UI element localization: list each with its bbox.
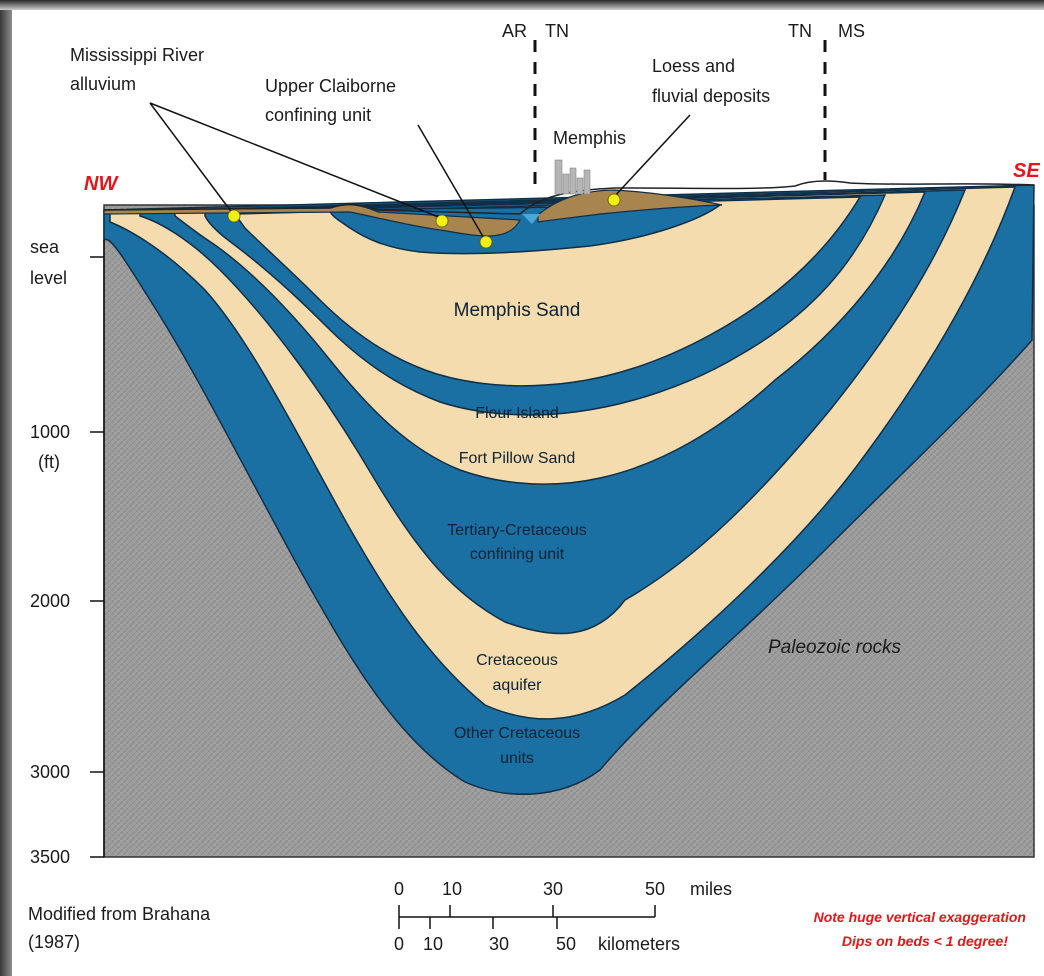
depth-tick-label: 3500 bbox=[30, 847, 70, 867]
alluvium-marker-dot bbox=[227, 209, 241, 223]
cretaceous-aquifer-label: Cretaceous bbox=[476, 652, 558, 669]
scale-miles-tick: 50 bbox=[645, 879, 665, 899]
cretaceous-aquifer-label: aquifer bbox=[493, 677, 543, 694]
tertiary-cretaceous-label: confining unit bbox=[470, 546, 565, 563]
nw-direction-label: NW bbox=[84, 173, 119, 195]
scale-km-tick: 30 bbox=[489, 934, 509, 954]
alluvium-callout-label: Mississippi River bbox=[70, 45, 204, 65]
loess-callout-label: fluvial deposits bbox=[652, 86, 770, 106]
scale-km-unit: kilometers bbox=[598, 934, 680, 954]
memphis-skyline-icon bbox=[554, 159, 591, 195]
alluvium-callout-line-1 bbox=[149, 102, 234, 215]
state-label: TN bbox=[788, 21, 812, 41]
loess-deposits-layer bbox=[537, 189, 723, 223]
depth-tick-label: 2000 bbox=[30, 591, 70, 611]
tertiary-cretaceous-label: Tertiary-Cretaceous bbox=[447, 522, 587, 539]
depth-tick-label: level bbox=[30, 268, 67, 288]
river-channel bbox=[522, 214, 540, 224]
depth-tick-label: 1000 bbox=[30, 422, 70, 442]
source-credit: (1987) bbox=[28, 932, 80, 952]
scale-miles-tick: 0 bbox=[394, 879, 404, 899]
loess-marker-dot bbox=[607, 193, 621, 207]
alluvium-callout-label: alluvium bbox=[70, 74, 136, 94]
scale-km-tick: 50 bbox=[556, 934, 576, 954]
exaggeration-note: Dips on beds < 1 degree! bbox=[842, 933, 1008, 949]
scale-miles-tick: 10 bbox=[442, 879, 462, 899]
depth-tick-label: (ft) bbox=[38, 452, 60, 472]
loess-callout-label: Loess and bbox=[652, 56, 735, 76]
memphis-city-label: Memphis bbox=[553, 128, 626, 148]
upper-claiborne-callout-line bbox=[417, 124, 486, 241]
depth-tick-label: sea bbox=[30, 237, 60, 257]
memphis-sand-label: Memphis Sand bbox=[454, 300, 581, 321]
scale-bar bbox=[398, 905, 656, 929]
alluvium-marker-dot bbox=[435, 214, 449, 228]
paleozoic-label: Paleozoic rocks bbox=[768, 637, 902, 658]
exaggeration-note: Note huge vertical exaggeration bbox=[814, 909, 1026, 925]
source-credit: Modified from Brahana bbox=[28, 904, 211, 924]
state-label: AR bbox=[502, 21, 527, 41]
alluvium-callout-line-2 bbox=[149, 102, 442, 219]
window-edge-top bbox=[0, 0, 1044, 10]
upper-claiborne-callout-label: Upper Claiborne bbox=[265, 76, 396, 96]
other-cretaceous-label: units bbox=[500, 750, 534, 767]
scale-miles-unit: miles bbox=[690, 879, 732, 899]
window-edge-left bbox=[0, 0, 12, 976]
upper-claiborne-marker-dot bbox=[479, 235, 493, 249]
scale-miles-tick: 30 bbox=[543, 879, 563, 899]
state-label: TN bbox=[545, 21, 569, 41]
upper-claiborne-callout-label: confining unit bbox=[265, 105, 371, 125]
flour-island-label: Flour Island bbox=[475, 405, 559, 422]
state-label: MS bbox=[838, 21, 865, 41]
se-direction-label: SE bbox=[1013, 160, 1040, 182]
scale-km-tick: 0 bbox=[394, 934, 404, 954]
other-cretaceous-label: Other Cretaceous bbox=[454, 725, 580, 742]
loess-callout-line bbox=[612, 114, 691, 199]
ground-surface-line bbox=[103, 180, 1035, 215]
depth-tick-label: 3000 bbox=[30, 762, 70, 782]
fort-pillow-label: Fort Pillow Sand bbox=[459, 450, 576, 467]
scale-km-tick: 10 bbox=[423, 934, 443, 954]
